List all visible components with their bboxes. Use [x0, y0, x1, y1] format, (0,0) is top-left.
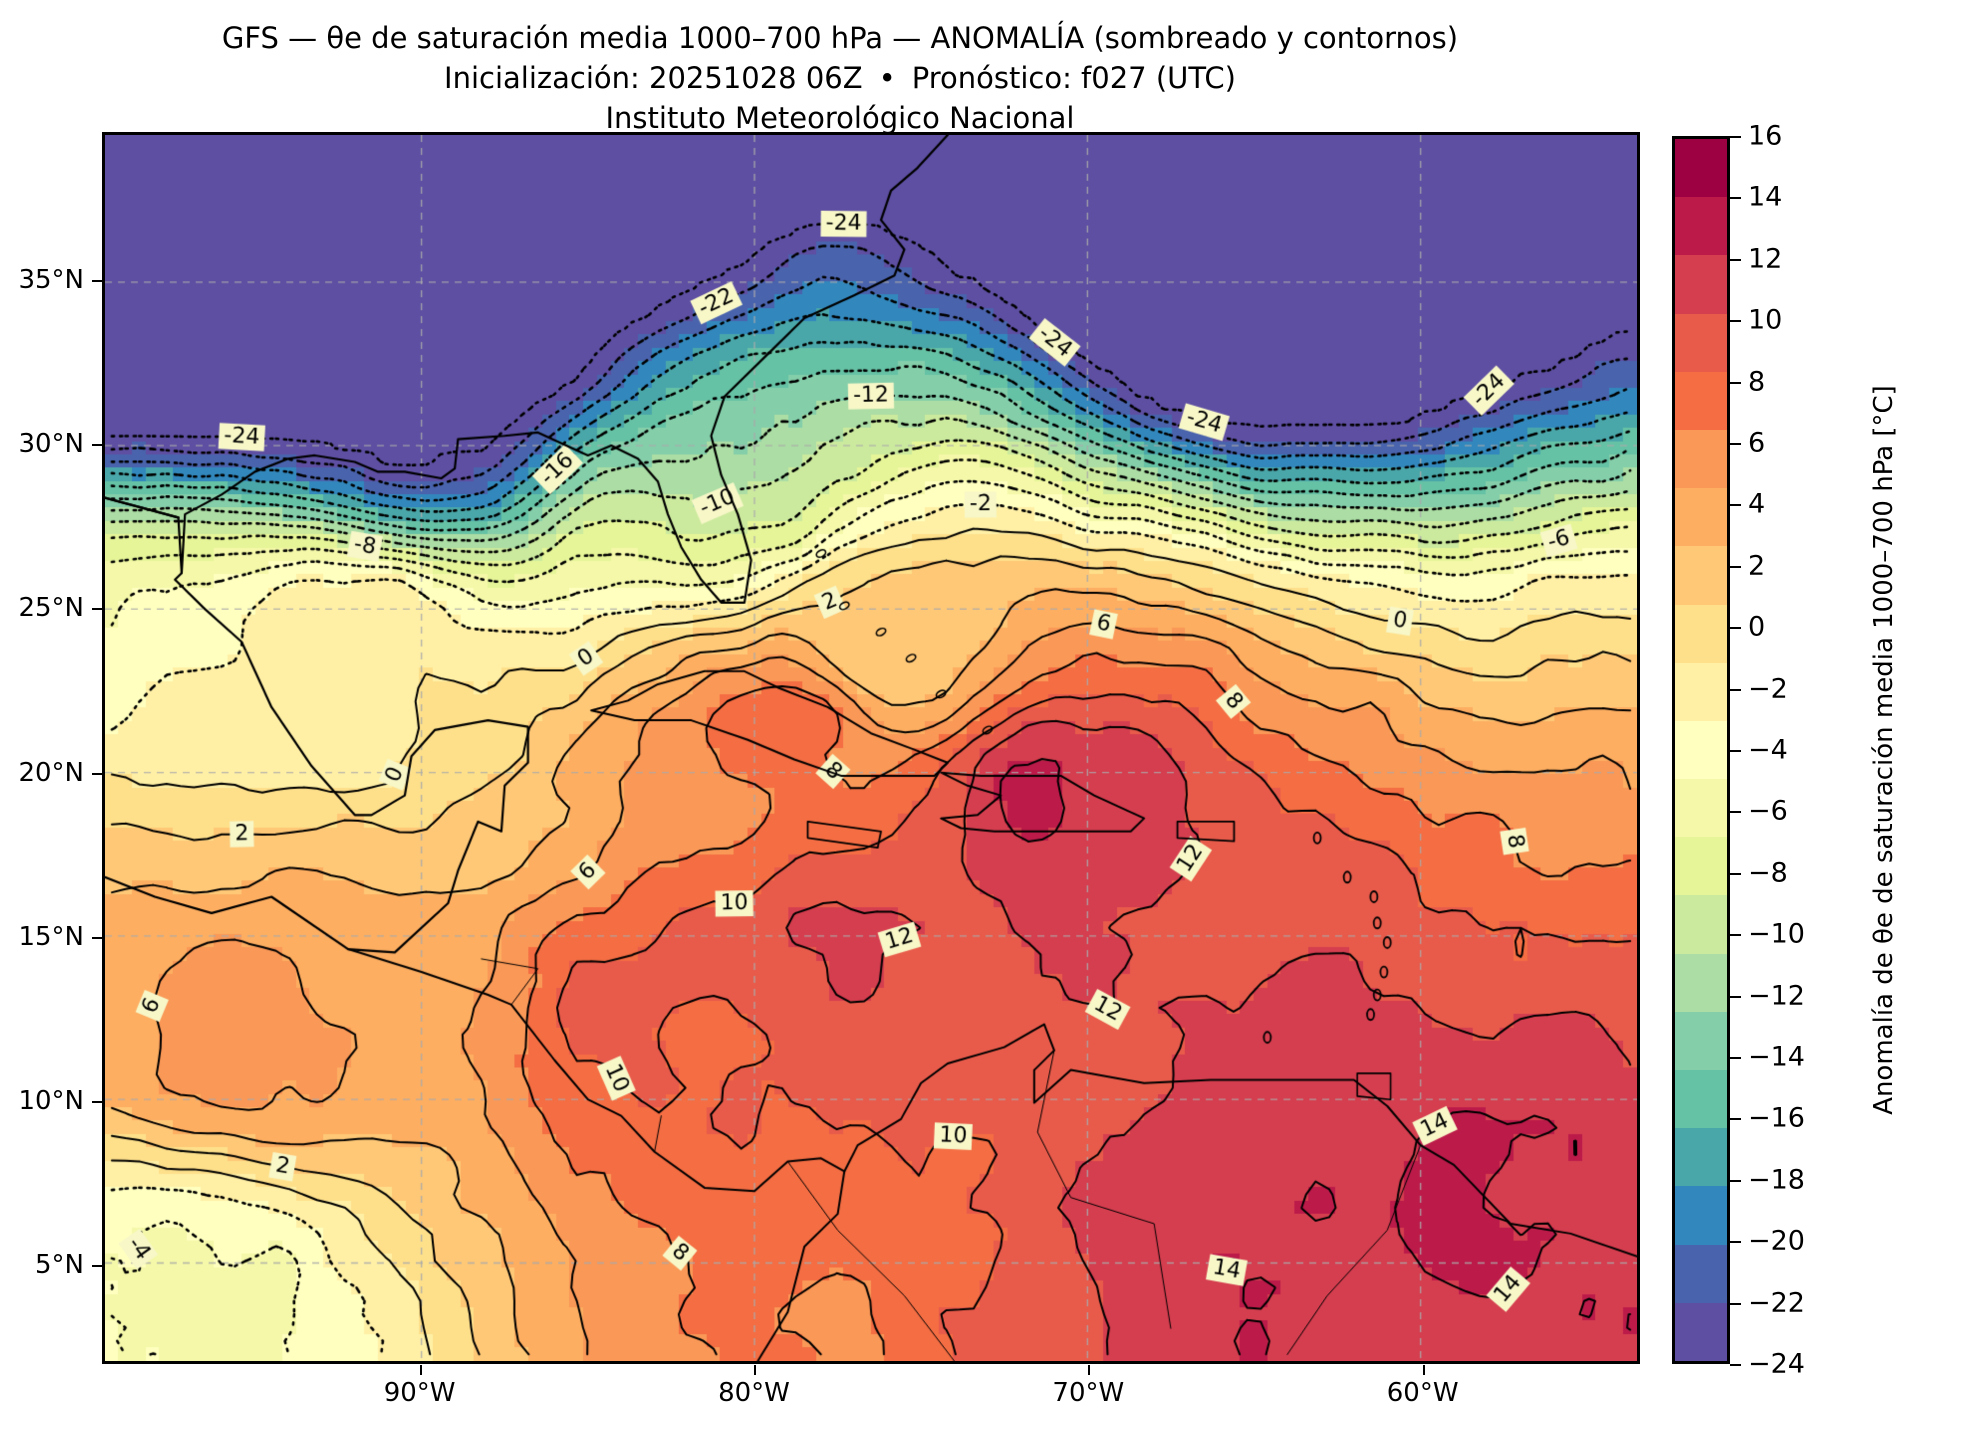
y-tick-mark: [92, 772, 102, 775]
colorbar-tick-label: −18: [1748, 1164, 1805, 1196]
colorbar-tick-label: 12: [1748, 243, 1783, 275]
y-tick-mark: [92, 1265, 102, 1268]
colorbar-tick-label: −24: [1748, 1348, 1805, 1380]
colorbar-tick-label: 4: [1748, 488, 1766, 520]
colorbar[interactable]: 16 14 12 10 8 6 4 2 0 −2 −4 −6 −8 −10 −12 −14 −16 −18 −20 −…: [1672, 121, 1805, 1380]
colorbar-segment: [1675, 1128, 1727, 1187]
colorbar-tick-label: −4: [1748, 734, 1788, 766]
colorbar-tick-mark: [1730, 1057, 1741, 1059]
colorbar-segment: [1675, 604, 1727, 663]
colorbar-segment: [1675, 953, 1727, 1012]
colorbar-segment: [1675, 546, 1727, 605]
colorbar-tick-mark: [1730, 443, 1741, 445]
init-text: Inicialización: 20251028 06Z: [444, 61, 863, 95]
colorbar-tick-label: −2: [1748, 673, 1788, 705]
colorbar-segment: [1675, 1070, 1727, 1129]
y-tick-mark: [92, 608, 102, 611]
colorbar-tick-mark: [1730, 1302, 1741, 1305]
chart-subtitle: Inicialización: 20251028 06Z • Pronóstico:…: [0, 58, 1680, 98]
x-tick-mark: [1088, 1365, 1091, 1375]
x-tick-mark: [753, 1365, 756, 1375]
colorbar-tick-label: −12: [1748, 980, 1805, 1012]
colorbar-tick-label: −6: [1748, 795, 1788, 827]
colorbar-tick-label: −8: [1748, 857, 1788, 889]
x-tick-label: 80°W: [718, 1378, 790, 1408]
x-tick-label: 90°W: [383, 1378, 456, 1408]
x-tick-label: 60°W: [1386, 1378, 1459, 1408]
colorbar-segment: [1675, 837, 1727, 896]
y-tick-mark: [92, 1101, 102, 1104]
colorbar-tick-mark: [1730, 504, 1741, 507]
colorbar-tick-mark: [1730, 136, 1741, 138]
colorbar-tick-label: −16: [1748, 1102, 1805, 1134]
y-tick-label: 30°N: [18, 429, 84, 460]
colorbar-segment: [1675, 1244, 1727, 1303]
x-tick-mark: [1422, 1365, 1425, 1375]
colorbar-label: Anomalía de θe de saturación media 1000–…: [1869, 385, 1899, 1115]
colorbar-tick-mark: [1730, 1118, 1741, 1121]
forecast-text: Pronóstico: f027 (UTC): [911, 61, 1236, 95]
colorbar-segment: [1675, 1186, 1727, 1245]
colorbar-tick-label: 0: [1748, 611, 1766, 643]
y-tick-mark: [92, 444, 102, 447]
colorbar-tick-mark: [1730, 1364, 1741, 1366]
colorbar-segment: [1675, 371, 1727, 430]
colorbar-tick-label: −10: [1748, 918, 1805, 950]
y-tick-label: 20°N: [18, 757, 84, 788]
colorbar-segment: [1675, 197, 1727, 256]
colorbar-tick-label: 16: [1748, 120, 1783, 152]
institution-name: Instituto Meteorológico Nacional: [605, 101, 1075, 135]
y-tick-label: 15°N: [18, 921, 84, 952]
colorbar-tick-label: 2: [1748, 550, 1766, 582]
colorbar-tick-label: 10: [1748, 304, 1783, 336]
colorbar-segment: [1675, 313, 1727, 372]
colorbar-segment: [1675, 488, 1727, 547]
title-block: GFS — θe de saturación media 1000–700 hP…: [0, 18, 1680, 138]
colorbar-segment: [1675, 429, 1727, 489]
x-tick-mark: [419, 1365, 422, 1375]
y-tick-label: 10°N: [18, 1086, 84, 1117]
colorbar-tick-mark: [1730, 1241, 1741, 1244]
colorbar-segment: [1675, 1011, 1727, 1070]
colorbar-tick-mark: [1730, 627, 1741, 630]
colorbar-tick-mark: [1730, 1179, 1741, 1182]
colorbar-tick-label: −14: [1748, 1041, 1805, 1073]
colorbar-segment: [1675, 139, 1727, 198]
colorbar-segment: [1675, 1302, 1727, 1361]
colorbar-tick-label: −22: [1748, 1287, 1805, 1319]
map-axes[interactable]: [102, 132, 1640, 1364]
y-tick-mark: [92, 936, 102, 939]
colorbar-tick-mark: [1730, 750, 1741, 752]
y-tick-label: 35°N: [18, 264, 84, 295]
y-tick-mark: [92, 279, 102, 282]
y-tick-label: 25°N: [18, 593, 84, 624]
colorbar-tick-mark: [1730, 934, 1741, 937]
colorbar-tick-mark: [1730, 811, 1741, 814]
x-tick-label: 70°W: [1052, 1378, 1125, 1408]
colorbar-tick-mark: [1730, 872, 1741, 875]
colorbar-gradient: [1672, 136, 1730, 1364]
colorbar-tick-mark: [1730, 320, 1741, 323]
colorbar-tick-mark: [1730, 995, 1741, 998]
colorbar-tick-mark: [1730, 258, 1741, 261]
colorbar-segment: [1675, 662, 1727, 721]
colorbar-tick-label: 14: [1748, 181, 1783, 213]
colorbar-segment: [1675, 895, 1727, 954]
colorbar-tick-label: −20: [1748, 1225, 1805, 1257]
colorbar-tick-label: 8: [1748, 366, 1766, 398]
colorbar-segment: [1675, 720, 1727, 780]
colorbar-tick-mark: [1730, 565, 1741, 568]
chart-title: GFS — θe de saturación media 1000–700 hP…: [221, 21, 1459, 55]
colorbar-segment: [1675, 779, 1727, 838]
colorbar-tick-label: 6: [1748, 427, 1766, 459]
separator-dot: •: [878, 61, 896, 95]
colorbar-tick-mark: [1730, 197, 1741, 200]
anomaly-field-canvas: [105, 135, 1637, 1361]
colorbar-segment: [1675, 255, 1727, 314]
colorbar-tick-mark: [1730, 381, 1741, 384]
colorbar-tick-mark: [1730, 688, 1741, 691]
y-tick-label: 5°N: [35, 1250, 84, 1281]
